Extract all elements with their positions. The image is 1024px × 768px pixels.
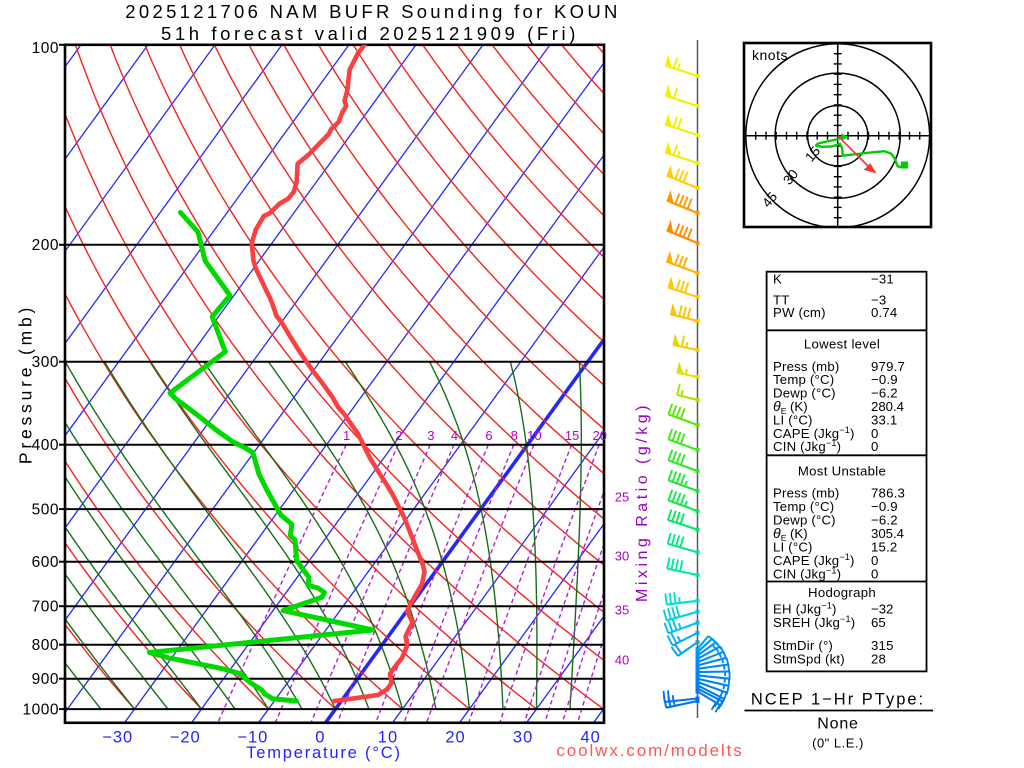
svg-text:LI (°C): LI (°C) [773, 540, 813, 555]
svg-text:10: 10 [378, 729, 398, 747]
svg-text:Temp (°C): Temp (°C) [773, 499, 834, 514]
svg-text:EH (Jkg−1): EH (Jkg−1) [773, 601, 837, 617]
svg-text:Temp (°C): Temp (°C) [773, 372, 834, 387]
svg-text:315: 315 [871, 638, 894, 653]
svg-text:TT: TT [773, 293, 790, 308]
svg-text:65: 65 [871, 615, 886, 630]
svg-text:Press (mb): Press (mb) [773, 486, 839, 501]
svg-text:StmDir (°): StmDir (°) [773, 638, 833, 653]
svg-text:CAPE (Jkg−1): CAPE (Jkg−1) [773, 425, 855, 441]
svg-text:1: 1 [343, 428, 350, 443]
svg-text:786.3: 786.3 [871, 486, 905, 501]
svg-text:25: 25 [615, 490, 629, 505]
svg-text:33.1: 33.1 [871, 412, 897, 427]
svg-text:−0.9: −0.9 [871, 499, 898, 514]
svg-text:0: 0 [871, 439, 878, 454]
svg-text:−10: −10 [237, 729, 268, 747]
svg-text:coolwx.com/modelts: coolwx.com/modelts [556, 741, 743, 760]
svg-text:280.4: 280.4 [871, 399, 904, 414]
svg-text:700: 700 [32, 598, 59, 615]
svg-text:15.2: 15.2 [871, 540, 897, 555]
svg-text:Mixing Ratio (g/kg): Mixing Ratio (g/kg) [634, 402, 651, 602]
svg-text:200: 200 [32, 237, 59, 254]
svg-text:45: 45 [759, 189, 780, 210]
svg-text:−32: −32 [871, 602, 893, 617]
svg-text:−3: −3 [871, 293, 886, 308]
svg-text:3: 3 [427, 428, 434, 443]
svg-text:NCEP 1−Hr PType:: NCEP 1−Hr PType: [751, 691, 925, 709]
svg-text:−0.9: −0.9 [871, 372, 898, 387]
svg-text:2025121706 NAM BUFR Soundin: 2025121706 NAM BUFR Sounding for KOUN [125, 1, 620, 22]
svg-text:979.7: 979.7 [871, 359, 905, 374]
svg-text:StmSpd (kt): StmSpd (kt) [773, 652, 845, 667]
svg-text:PW (cm): PW (cm) [773, 305, 826, 320]
svg-text:8: 8 [511, 428, 518, 443]
svg-text:400: 400 [32, 437, 59, 454]
svg-text:600: 600 [32, 554, 59, 571]
svg-text:Temperature (°C): Temperature (°C) [246, 744, 402, 762]
svg-text:−30: −30 [102, 729, 133, 747]
svg-text:CAPE (Jkg−1): CAPE (Jkg−1) [773, 552, 855, 568]
svg-text:CIN (Jkg−1): CIN (Jkg−1) [773, 565, 841, 581]
svg-text:(0" L.E.): (0" L.E.) [812, 736, 864, 751]
svg-text:Most Unstable: Most Unstable [798, 463, 886, 478]
svg-text:−6.2: −6.2 [871, 513, 898, 528]
svg-text:SREH (Jkg−1): SREH (Jkg−1) [773, 614, 855, 630]
svg-text:28: 28 [871, 652, 886, 667]
svg-text:500: 500 [32, 501, 59, 518]
svg-text:K: K [773, 272, 782, 287]
svg-text:10: 10 [527, 428, 541, 443]
svg-text:20: 20 [592, 428, 606, 443]
svg-text:Dewp (°C): Dewp (°C) [773, 513, 836, 528]
svg-text:4: 4 [451, 428, 458, 443]
svg-text:15: 15 [802, 144, 823, 165]
svg-text:0: 0 [871, 553, 878, 568]
svg-text:−6.2: −6.2 [871, 386, 898, 401]
svg-text:40: 40 [615, 653, 629, 668]
svg-text:15: 15 [565, 428, 579, 443]
svg-text:6: 6 [485, 428, 492, 443]
svg-text:Lowest level: Lowest level [804, 337, 880, 352]
svg-text:2: 2 [395, 428, 402, 443]
svg-text:0: 0 [315, 729, 325, 747]
svg-text:30: 30 [615, 549, 629, 564]
svg-text:100: 100 [32, 40, 59, 57]
svg-text:20: 20 [445, 729, 465, 747]
svg-text:Dewp (°C): Dewp (°C) [773, 386, 836, 401]
svg-text:0: 0 [871, 426, 878, 441]
svg-text:Press (mb): Press (mb) [773, 359, 839, 374]
svg-text:30: 30 [780, 167, 801, 188]
svg-text:knots: knots [752, 47, 788, 63]
svg-text:35: 35 [615, 603, 629, 618]
svg-text:−31: −31 [871, 272, 894, 287]
svg-text:0.74: 0.74 [871, 305, 897, 320]
svg-text:LI (°C): LI (°C) [773, 412, 813, 427]
svg-text:305.4: 305.4 [871, 526, 904, 541]
svg-text:51h forecast valid 20251219: 51h forecast valid 2025121909 (Fri) [161, 23, 579, 44]
svg-text:300: 300 [32, 354, 59, 371]
svg-text:Pressure (mb): Pressure (mb) [16, 304, 36, 464]
svg-text:None: None [817, 716, 858, 733]
svg-text:−20: −20 [170, 729, 201, 747]
svg-text:0: 0 [871, 566, 878, 581]
svg-text:900: 900 [32, 671, 59, 688]
svg-text:30: 30 [513, 729, 533, 747]
svg-text:800: 800 [32, 637, 59, 654]
svg-text:40: 40 [581, 729, 601, 747]
svg-text:1000: 1000 [23, 701, 59, 718]
svg-text:CIN (Jkg−1): CIN (Jkg−1) [773, 438, 841, 454]
svg-text:Hodograph: Hodograph [808, 585, 876, 600]
